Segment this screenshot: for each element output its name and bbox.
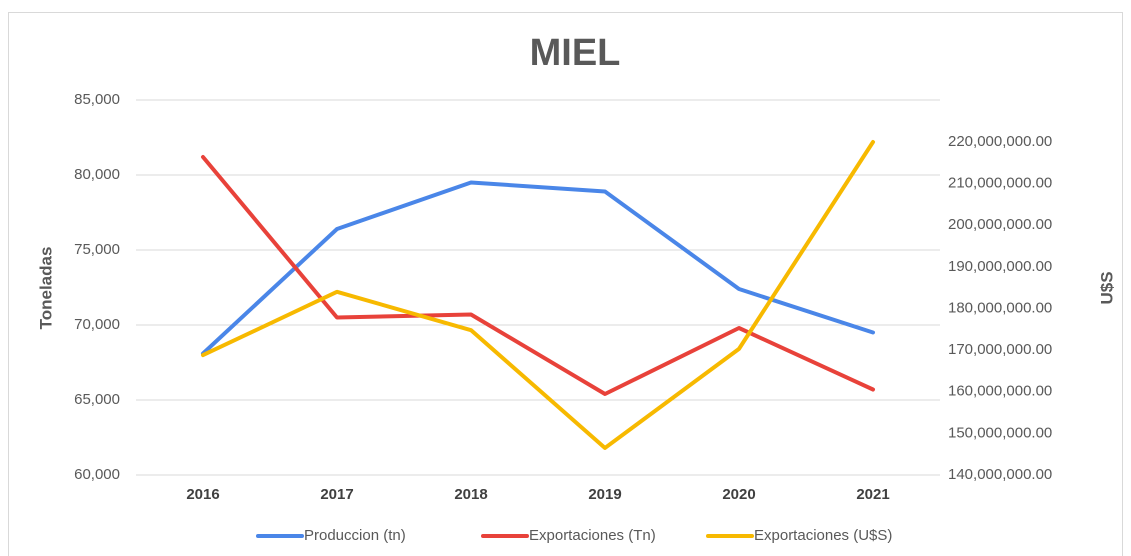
legend-label: Exportaciones (Tn) <box>529 527 656 544</box>
y2-tick-label: 140,000,000.00 <box>948 466 1052 483</box>
y2-axis-label: U$S <box>1097 271 1116 304</box>
y2-tick-label: 180,000,000.00 <box>948 299 1052 316</box>
x-tick-label: 2021 <box>856 486 889 503</box>
x-tick-label: 2018 <box>454 486 487 503</box>
y2-tick-label: 210,000,000.00 <box>948 175 1052 192</box>
series-line <box>201 140 875 450</box>
legend-label: Produccion (tn) <box>304 527 406 544</box>
chart-title: MIEL <box>530 32 621 74</box>
y2-tick-label: 160,000,000.00 <box>948 383 1052 400</box>
y-tick-label: 85,000 <box>74 91 120 108</box>
y-tick-label: 70,000 <box>74 316 120 333</box>
series-line <box>201 155 875 396</box>
x-tick-label: 2019 <box>588 486 621 503</box>
y2-tick-label: 220,000,000.00 <box>948 133 1052 150</box>
x-tick-label: 2016 <box>186 486 219 503</box>
x-tick-label: 2020 <box>722 486 755 503</box>
y-tick-label: 75,000 <box>74 241 120 258</box>
legend-label: Exportaciones (U$S) <box>754 527 892 544</box>
y-tick-label: 65,000 <box>74 391 120 408</box>
x-tick-label: 2017 <box>320 486 353 503</box>
y-axis-label: Toneladas <box>36 247 55 330</box>
y2-tick-label: 150,000,000.00 <box>948 424 1052 441</box>
chart-frame <box>8 12 1123 556</box>
y-tick-label: 60,000 <box>74 466 120 483</box>
y2-tick-label: 200,000,000.00 <box>948 216 1052 233</box>
y2-tick-label: 170,000,000.00 <box>948 341 1052 358</box>
y-tick-label: 80,000 <box>74 166 120 183</box>
series-line <box>201 180 875 356</box>
y2-tick-label: 190,000,000.00 <box>948 258 1052 275</box>
